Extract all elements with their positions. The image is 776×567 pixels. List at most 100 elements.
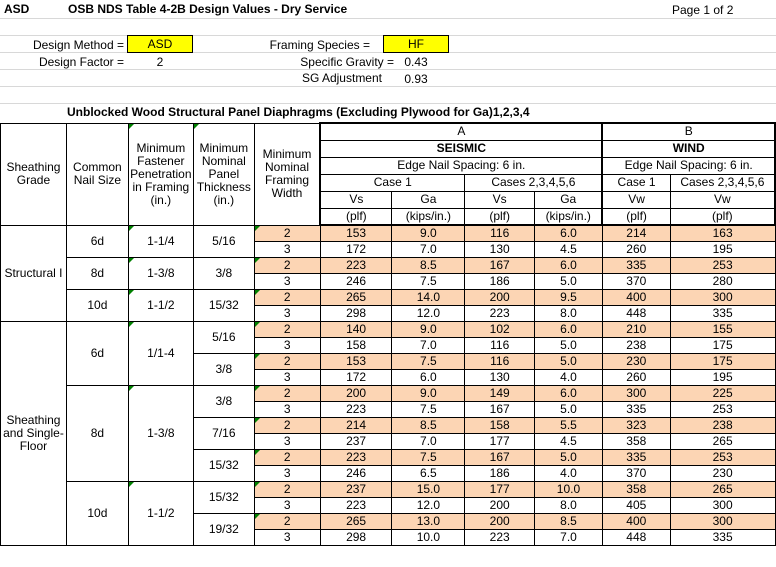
vs1-cell: 140 xyxy=(319,320,393,338)
vw2-cell: 253 xyxy=(669,448,776,466)
wind-header: WIND xyxy=(601,139,776,158)
vs2-cell: 200 xyxy=(464,496,536,514)
design-method-input[interactable]: ASD xyxy=(127,35,193,53)
ga1-header: Ga xyxy=(391,190,466,209)
ga2-cell: 5.0 xyxy=(534,352,603,370)
penetration-cell: 1-1/4 xyxy=(127,224,194,258)
ga1-cell: 7.5 xyxy=(391,352,466,370)
ga2-cell: 5.0 xyxy=(534,448,603,466)
vs1-cell: 153 xyxy=(319,352,393,370)
thickness-cell: 19/32 xyxy=(192,512,255,546)
framing-species-input[interactable]: HF xyxy=(383,35,449,53)
vw1-cell: 400 xyxy=(601,288,671,306)
vw1-header: Vw xyxy=(601,190,671,209)
seismic-header: SEISMIC xyxy=(319,139,604,158)
vs1-cell: 200 xyxy=(319,384,393,402)
nail-size-cell: 8d xyxy=(65,384,129,482)
framing-width-cell: 2 xyxy=(253,416,321,434)
vw2-cell: 163 xyxy=(669,224,776,242)
framing-width-cell: 2 xyxy=(253,288,321,306)
framing-width-cell: 2 xyxy=(253,256,321,274)
vs1-cell: 237 xyxy=(319,432,393,450)
ga1-cell: 15.0 xyxy=(391,480,466,498)
col-sheathing-grade: Sheathing Grade xyxy=(0,122,67,226)
framing-width-cell: 2 xyxy=(253,384,321,402)
ga2-cell: 4.5 xyxy=(534,432,603,450)
vs1-unit: (plf) xyxy=(319,207,393,226)
ga2-cell: 6.0 xyxy=(534,256,603,274)
thickness-cell: 3/8 xyxy=(192,384,255,418)
ga1-cell: 12.0 xyxy=(391,496,466,514)
framing-width-cell: 3 xyxy=(253,496,321,514)
ga1-cell: 7.5 xyxy=(391,400,466,418)
ga2-cell: 4.0 xyxy=(534,368,603,386)
ga1-cell: 13.0 xyxy=(391,512,466,530)
ga1-cell: 6.5 xyxy=(391,464,466,482)
vw1-cell: 230 xyxy=(601,352,671,370)
vs1-cell: 246 xyxy=(319,464,393,482)
case1-b-header: Case 1 xyxy=(601,173,671,192)
group-structural: Structural I xyxy=(0,224,67,322)
framing-width-cell: 2 xyxy=(253,320,321,338)
vw1-cell: 323 xyxy=(601,416,671,434)
gridline xyxy=(0,69,776,70)
vs1-cell: 298 xyxy=(319,304,393,322)
ga1-cell: 9.0 xyxy=(391,320,466,338)
vw2-unit: (plf) xyxy=(669,207,776,226)
framing-width-cell: 3 xyxy=(253,272,321,290)
vw2-cell: 335 xyxy=(669,304,776,322)
thickness-cell: 15/32 xyxy=(192,448,255,482)
penetration-cell: 1/1-4 xyxy=(127,320,194,386)
nail-size-cell: 10d xyxy=(65,288,129,322)
vs2-cell: 223 xyxy=(464,528,536,546)
vs1-cell: 223 xyxy=(319,448,393,466)
vw2-cell: 195 xyxy=(669,368,776,386)
nail-size-cell: 10d xyxy=(65,480,129,546)
vw2-cell: 195 xyxy=(669,240,776,258)
ga2-cell: 4.5 xyxy=(534,240,603,258)
ga2-cell: 4.0 xyxy=(534,464,603,482)
penetration-cell: 1-1/2 xyxy=(127,480,194,546)
design-factor-value: 2 xyxy=(156,55,164,69)
vw2-cell: 300 xyxy=(669,512,776,530)
vs1-cell: 214 xyxy=(319,416,393,434)
ga1-cell: 9.0 xyxy=(391,384,466,402)
vw1-cell: 358 xyxy=(601,480,671,498)
nail-size-cell: 6d xyxy=(65,224,129,258)
col-min-panel-thickness: Minimum Nominal Panel Thickness (in.) xyxy=(192,122,255,226)
framing-width-cell: 2 xyxy=(253,224,321,242)
vs1-cell: 246 xyxy=(319,272,393,290)
ga1-cell: 8.5 xyxy=(391,256,466,274)
vw1-cell: 238 xyxy=(601,336,671,354)
vs2-cell: 186 xyxy=(464,272,536,290)
vs2-cell: 116 xyxy=(464,336,536,354)
vs2-cell: 130 xyxy=(464,368,536,386)
framing-width-cell: 3 xyxy=(253,336,321,354)
framing-species-label: Framing Species = xyxy=(269,38,370,52)
method-code: ASD xyxy=(4,2,30,16)
vw2-cell: 225 xyxy=(669,384,776,402)
ga2-unit: (kips/in.) xyxy=(534,207,604,226)
vw1-cell: 260 xyxy=(601,368,671,386)
ga2-cell: 8.0 xyxy=(534,304,603,322)
specific-gravity-value: 0.43 xyxy=(404,55,428,69)
thickness-cell: 7/16 xyxy=(192,416,255,450)
ga2-cell: 6.0 xyxy=(534,320,603,338)
vs1-cell: 223 xyxy=(319,400,393,418)
sg-adjustment-label: SG Adjustment xyxy=(301,71,382,85)
ga2-cell: 5.0 xyxy=(534,272,603,290)
thickness-cell: 15/32 xyxy=(192,288,255,322)
vw2-cell: 300 xyxy=(669,496,776,514)
framing-width-cell: 3 xyxy=(253,240,321,258)
vw1-cell: 370 xyxy=(601,464,671,482)
vw1-cell: 214 xyxy=(601,224,671,242)
ga2-cell: 7.0 xyxy=(534,528,603,546)
vs1-cell: 172 xyxy=(319,368,393,386)
vw1-cell: 300 xyxy=(601,384,671,402)
framing-width-cell: 3 xyxy=(253,432,321,450)
framing-width-cell: 2 xyxy=(253,512,321,530)
group-a-header: A xyxy=(319,122,604,141)
ga2-cell: 10.0 xyxy=(534,480,603,498)
vw2-cell: 155 xyxy=(669,320,776,338)
